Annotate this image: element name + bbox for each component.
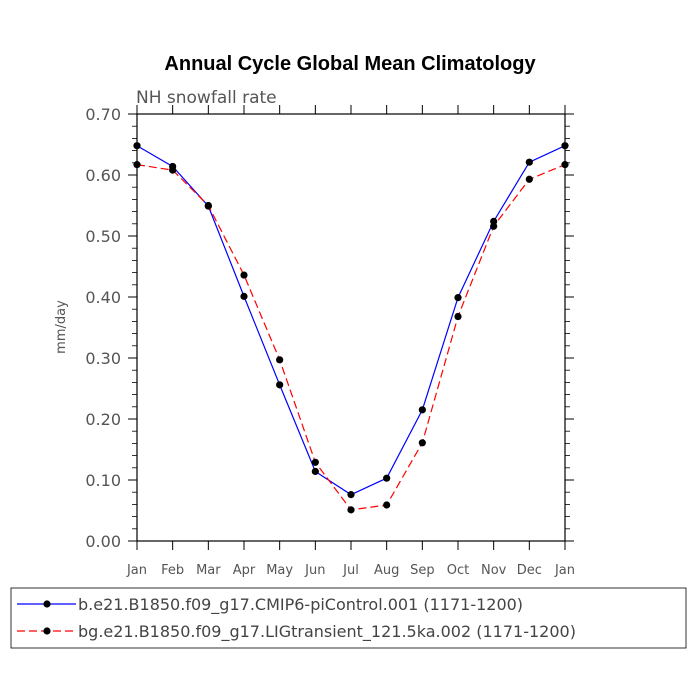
y-tick-label: 0.40 (85, 288, 121, 307)
x-tick-label: May (266, 563, 293, 578)
y-tick-label: 0.00 (85, 532, 121, 551)
x-tick-label: Dec (517, 563, 542, 578)
chart-title: Annual Cycle Global Mean Climatology (164, 53, 536, 75)
y-tick-label: 0.30 (85, 349, 121, 368)
x-tick-label: Aug (374, 563, 399, 578)
series-2-point (311, 458, 319, 466)
legend-box (10, 587, 687, 649)
legend-label-1: b.e21.B1850.f09_g17.CMIP6-piControl.001 … (78, 595, 523, 615)
legend-marker-2 (43, 627, 51, 635)
y-tick-label: 0.70 (85, 105, 121, 124)
series-1-point (240, 292, 248, 300)
series-1-point (347, 491, 355, 499)
series-1-point (418, 406, 426, 414)
x-tick-label: Jul (342, 563, 359, 578)
y-tick-label: 0.60 (85, 166, 121, 185)
series-1-point (454, 294, 462, 302)
series-2-point (561, 161, 569, 169)
series-1-point (133, 142, 141, 150)
y-axis-label: mm/day (54, 300, 69, 354)
x-tick-label: Jan (126, 563, 147, 578)
x-tick-label: Apr (233, 563, 256, 578)
series-2-point (418, 439, 426, 447)
series-2-point (276, 356, 284, 364)
series-2-point (133, 161, 141, 169)
series-2-point (454, 312, 462, 321)
series-2-line (136, 164, 566, 511)
y-tick-label: 0.50 (85, 227, 121, 246)
series-2-point (347, 506, 355, 514)
x-tick-label: Jun (304, 563, 325, 578)
x-tick-label: Mar (196, 563, 221, 578)
series-1-point (383, 474, 391, 482)
series-2-point (525, 175, 533, 183)
y-tick-label: 0.10 (85, 471, 121, 490)
x-tick-label: Jan (554, 563, 575, 578)
series-1-point (525, 158, 533, 166)
x-tick-label: Sep (410, 563, 435, 578)
x-tick-label: Nov (481, 563, 507, 578)
x-tick-label: Oct (447, 563, 469, 578)
series-2-point (490, 222, 498, 230)
legend-marker-1 (43, 600, 51, 608)
series-1-point (276, 381, 284, 389)
y-tick-label: 0.20 (85, 410, 121, 429)
plot-frame (136, 113, 566, 542)
chart-subtitle: NH snowfall rate (136, 88, 277, 108)
series-2-point (240, 271, 248, 279)
series-1-point (561, 142, 569, 150)
series-1-point (311, 467, 319, 476)
series-2-point (383, 501, 391, 509)
series-2-point (204, 201, 212, 210)
legend-label-2: bg.e21.B1850.f09_g17.LIGtransient_121.5k… (78, 622, 576, 642)
x-tick-label: Feb (161, 563, 184, 578)
series-2-point (169, 166, 177, 174)
